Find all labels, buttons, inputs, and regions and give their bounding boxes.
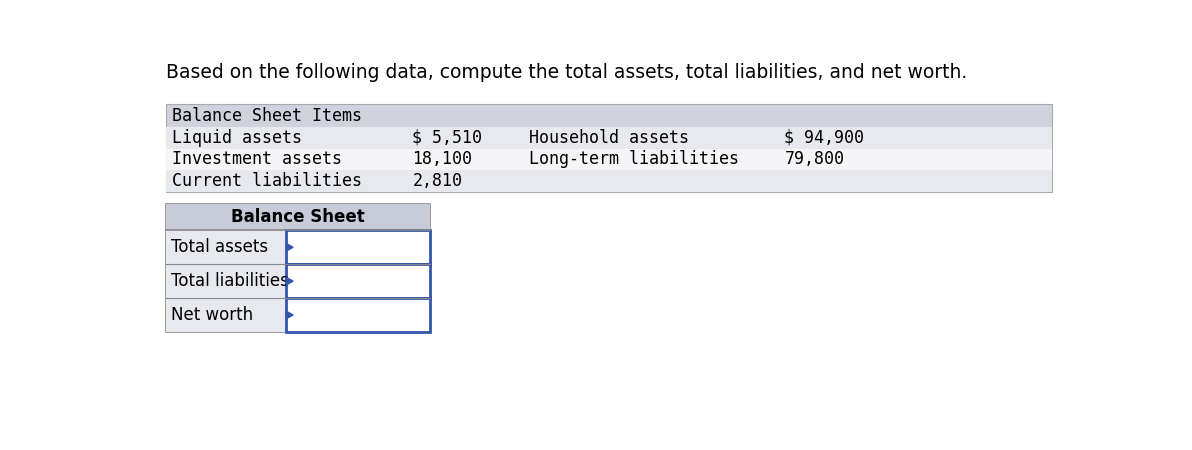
Bar <box>286 298 429 332</box>
Text: Based on the following data, compute the total assets, total liabilities, and ne: Based on the following data, compute the… <box>166 63 967 82</box>
Bar <box>166 104 1051 127</box>
Text: 18,100: 18,100 <box>412 150 472 168</box>
Text: Long-term liabilities: Long-term liabilities <box>529 150 739 168</box>
Polygon shape <box>286 277 293 285</box>
Text: $ 94,900: $ 94,900 <box>784 129 864 147</box>
Text: 79,800: 79,800 <box>784 150 844 168</box>
Bar <box>166 148 1051 170</box>
Polygon shape <box>286 243 293 251</box>
Text: $ 5,510: $ 5,510 <box>412 129 483 147</box>
Polygon shape <box>286 311 293 319</box>
Text: Balance Sheet Items: Balance Sheet Items <box>173 107 362 125</box>
Bar <box>166 104 1051 192</box>
Text: Balance Sheet: Balance Sheet <box>231 208 365 226</box>
Bar <box>166 264 286 298</box>
Bar <box>166 204 429 230</box>
Text: Current liabilities: Current liabilities <box>173 172 362 190</box>
Text: Liquid assets: Liquid assets <box>173 129 303 147</box>
Bar <box>166 230 286 264</box>
Bar <box>166 170 1051 192</box>
Text: Net worth: Net worth <box>170 306 253 324</box>
Text: Investment assets: Investment assets <box>173 150 342 168</box>
Text: Total liabilities: Total liabilities <box>170 272 288 290</box>
Bar <box>166 127 1051 148</box>
Bar <box>166 298 286 332</box>
Bar <box>286 230 429 264</box>
Bar <box>286 264 429 298</box>
Text: 2,810: 2,810 <box>412 172 462 190</box>
Text: Total assets: Total assets <box>170 238 268 256</box>
Text: Household assets: Household assets <box>529 129 689 147</box>
Bar <box>166 204 429 332</box>
